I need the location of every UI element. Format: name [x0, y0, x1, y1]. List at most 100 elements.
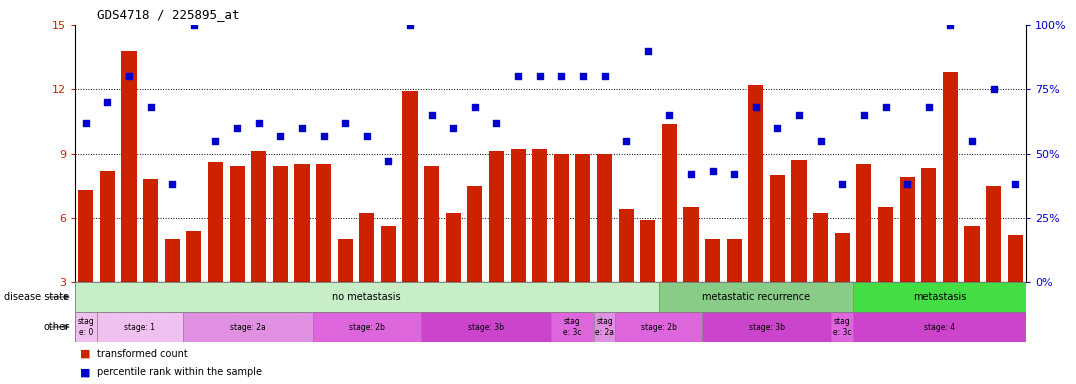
Bar [705, 239, 720, 282]
Point [315, 132, 332, 139]
Text: metastasis: metastasis [912, 292, 966, 302]
Point [942, 22, 959, 28]
Bar [878, 207, 893, 282]
Text: GDS4718 / 225895_at: GDS4718 / 225895_at [97, 8, 239, 21]
Bar [122, 51, 137, 282]
Point [985, 86, 1002, 92]
Text: stage: 3b: stage: 3b [468, 323, 504, 331]
Bar [100, 170, 115, 282]
Text: stage: 2b: stage: 2b [349, 323, 385, 331]
Text: no metastasis: no metastasis [332, 292, 401, 302]
Bar [792, 160, 807, 282]
Point [920, 104, 937, 110]
Bar [402, 91, 417, 282]
Point [294, 125, 311, 131]
Bar [251, 151, 266, 282]
Bar [445, 214, 461, 282]
Point [834, 181, 851, 187]
Point [791, 112, 808, 118]
Point [466, 104, 483, 110]
Point [532, 73, 549, 79]
Point [553, 73, 570, 79]
Bar [421, 312, 551, 342]
Bar [272, 166, 288, 282]
Bar [594, 312, 615, 342]
Point [855, 112, 873, 118]
Bar [659, 282, 853, 312]
Text: stag
e: 0: stag e: 0 [77, 317, 95, 337]
Point [401, 22, 419, 28]
Bar [640, 220, 655, 282]
Point [661, 112, 678, 118]
Bar [295, 164, 310, 282]
Text: stage: 2a: stage: 2a [230, 323, 266, 331]
Bar [229, 166, 244, 282]
Bar [702, 312, 832, 342]
Point [358, 132, 376, 139]
Bar [79, 190, 94, 282]
Bar [165, 239, 180, 282]
Bar [770, 175, 785, 282]
Bar [853, 282, 1027, 312]
Bar [510, 149, 526, 282]
Point [747, 104, 764, 110]
Bar [726, 239, 741, 282]
Bar [615, 312, 702, 342]
Bar [921, 169, 936, 282]
Bar [832, 312, 853, 342]
Bar [316, 164, 331, 282]
Text: stag
e: 2a: stag e: 2a [595, 317, 614, 337]
Point [164, 181, 181, 187]
Bar [619, 209, 634, 282]
Bar [533, 149, 548, 282]
Point [877, 104, 894, 110]
Bar [986, 185, 1001, 282]
Bar [183, 312, 313, 342]
Bar [338, 239, 353, 282]
Bar [813, 214, 829, 282]
Text: stag
e: 3c: stag e: 3c [833, 317, 851, 337]
Bar [186, 231, 201, 282]
Point [337, 119, 354, 126]
Text: stage: 2b: stage: 2b [640, 323, 677, 331]
Bar [489, 151, 504, 282]
Text: metastatic recurrence: metastatic recurrence [702, 292, 810, 302]
Text: stag
e: 3c: stag e: 3c [563, 317, 581, 337]
Bar [856, 164, 872, 282]
Bar [97, 312, 183, 342]
Point [963, 137, 980, 144]
Point [380, 158, 397, 164]
Bar [554, 154, 569, 282]
Bar [1007, 235, 1023, 282]
Text: ■: ■ [81, 367, 90, 377]
Point [725, 171, 742, 177]
Bar [381, 226, 396, 282]
Point [444, 125, 462, 131]
Point [185, 22, 202, 28]
Point [99, 99, 116, 105]
Bar [748, 85, 763, 282]
Bar [943, 72, 958, 282]
Text: ■: ■ [81, 349, 90, 359]
Point [142, 104, 159, 110]
Bar [424, 166, 439, 282]
Point [121, 73, 138, 79]
Bar [75, 282, 659, 312]
Bar [683, 207, 698, 282]
Bar [143, 179, 158, 282]
Bar [835, 233, 850, 282]
Bar [467, 185, 482, 282]
Text: transformed count: transformed count [97, 349, 187, 359]
Point [704, 169, 721, 175]
Point [487, 119, 505, 126]
Point [682, 171, 699, 177]
Bar [313, 312, 421, 342]
Text: stage: 1: stage: 1 [125, 323, 155, 331]
Point [618, 137, 635, 144]
Point [423, 112, 440, 118]
Point [575, 73, 592, 79]
Bar [900, 177, 915, 282]
Point [207, 137, 224, 144]
Bar [551, 312, 594, 342]
Point [228, 125, 245, 131]
